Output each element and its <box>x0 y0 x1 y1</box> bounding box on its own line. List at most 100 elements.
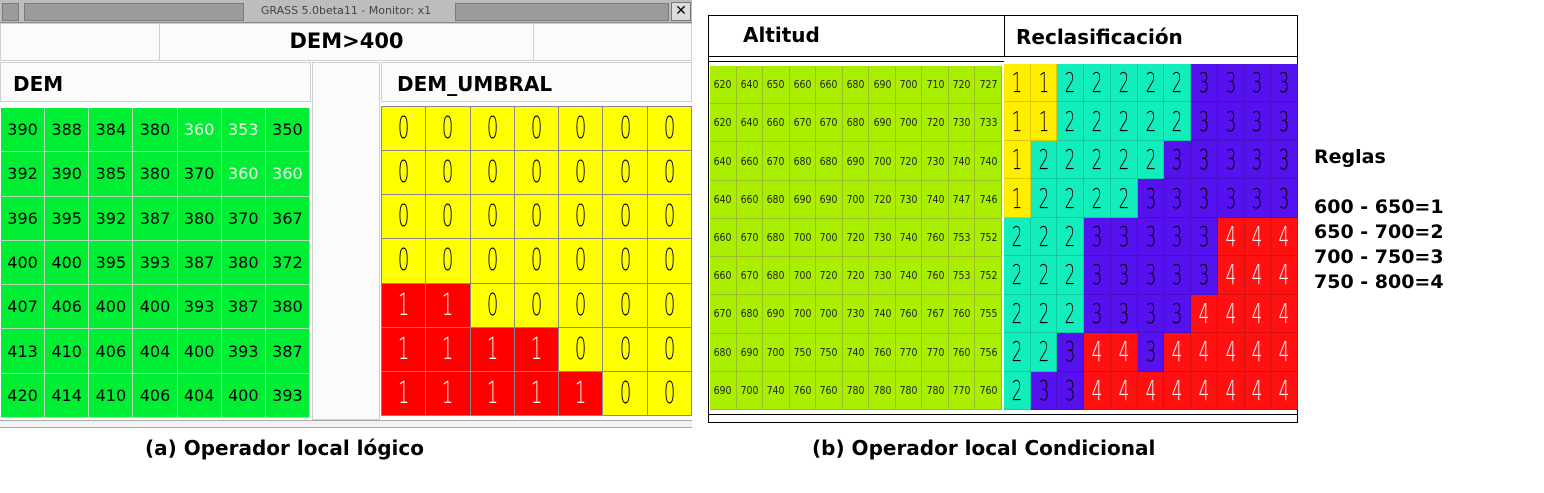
window-menu-handle[interactable] <box>2 3 19 21</box>
dem-cell: 387 <box>265 329 310 374</box>
umbral-cell: 0 <box>470 283 515 328</box>
altitud-cell: 700 <box>789 218 817 258</box>
altitud-cell: 670 <box>736 218 764 258</box>
dem-cell: 395 <box>45 196 90 241</box>
reclass-cell: 3 <box>1057 371 1085 410</box>
reclass-cell: 2 <box>1137 64 1165 103</box>
dem-cell: 395 <box>89 240 134 286</box>
altitud-cell: 670 <box>816 104 843 143</box>
altitud-cell: 690 <box>869 104 896 143</box>
dem-cell: 390 <box>45 152 90 197</box>
window-bottom-border <box>0 420 692 428</box>
umbral-cell: 0 <box>647 283 692 328</box>
dem-cell: 360 <box>265 152 310 197</box>
umbral-label-frame: DEM_UMBRAL <box>381 62 692 102</box>
altitud-cell: 680 <box>763 257 790 296</box>
dem-cell: 404 <box>133 329 178 374</box>
window-titlebar[interactable]: GRASS 5.0beta11 - Monitor: x1 ✕ <box>0 0 692 23</box>
umbral-cell: 0 <box>470 239 515 284</box>
umbral-cell: 1 <box>382 283 427 328</box>
dem-cell: 393 <box>177 285 222 330</box>
umbral-cell: 1 <box>426 371 471 416</box>
reclass-cell: 3 <box>1110 217 1138 257</box>
dem-cell: 380 <box>221 240 266 286</box>
reclass-cell: 3 <box>1244 140 1272 180</box>
dem-cell: 380 <box>133 152 178 197</box>
altitud-cell: 700 <box>895 66 923 105</box>
altitud-cell: 740 <box>948 142 976 181</box>
altitud-cell: 770 <box>922 333 949 372</box>
reclass-cell: 4 <box>1271 371 1298 410</box>
dem-cell: 380 <box>133 108 178 153</box>
altitud-cell: 660 <box>736 142 764 181</box>
umbral-cell: 0 <box>514 107 560 152</box>
reclass-cell: 1 <box>1004 140 1031 180</box>
altitud-cell: 752 <box>975 218 1002 258</box>
dem-cell: 400 <box>177 329 222 374</box>
reclass-cell: 2 <box>1030 294 1058 334</box>
umbral-cell: 0 <box>647 239 692 284</box>
reclass-cell: 4 <box>1217 371 1245 410</box>
rules-spacer <box>1314 170 1444 195</box>
caption-a: (a) Operador local lógico <box>145 436 424 460</box>
reclass-cell: 4 <box>1191 371 1218 410</box>
dem-cell: 372 <box>265 240 310 286</box>
reclass-cell: 3 <box>1137 217 1165 257</box>
altitud-cell: 690 <box>736 333 764 372</box>
dem-cell: 414 <box>45 373 90 418</box>
altitud-cell: 730 <box>922 142 949 181</box>
altitud-cell: 680 <box>842 104 870 143</box>
reclass-cell: 2 <box>1030 333 1058 372</box>
dem-cell: 360 <box>221 152 266 197</box>
altitud-cell: 720 <box>816 257 843 296</box>
reclass-cell: 4 <box>1271 333 1298 372</box>
altitud-cell: 690 <box>816 180 843 219</box>
expression-title: DEM>400 <box>289 29 404 53</box>
altitud-cell: 780 <box>922 371 949 410</box>
titlebar-grip-right <box>455 3 669 21</box>
reclass-cell: 1 <box>1004 102 1031 141</box>
close-icon[interactable]: ✕ <box>671 2 691 21</box>
altitud-cell: 680 <box>842 66 870 105</box>
dem-cell: 413 <box>1 329 46 374</box>
umbral-cell: 1 <box>514 371 560 416</box>
reclass-cell: 2 <box>1110 64 1138 103</box>
altitud-cell: 753 <box>948 218 976 258</box>
reclass-cell: 2 <box>1057 102 1085 141</box>
reclass-cell: 2 <box>1084 102 1111 141</box>
altitud-cell: 660 <box>816 66 843 105</box>
altitud-cell: 700 <box>816 218 843 258</box>
dem-cell: 392 <box>1 152 46 197</box>
umbral-cell: 0 <box>603 239 648 284</box>
reclass-cell: 2 <box>1084 179 1111 218</box>
reclass-cell: 2 <box>1030 256 1058 295</box>
reclass-cell: 3 <box>1137 179 1165 218</box>
altitud-cell: 670 <box>789 104 817 143</box>
reclass-cell: 3 <box>1084 256 1111 295</box>
dem-cell: 396 <box>1 196 46 241</box>
altitud-cell: 720 <box>842 218 870 258</box>
reclass-cell: 1 <box>1030 102 1058 141</box>
dem-cell: 410 <box>45 329 90 374</box>
altitud-cell: 640 <box>736 66 764 105</box>
reclass-cell: 4 <box>1110 371 1138 410</box>
reclass-cell: 2 <box>1030 140 1058 180</box>
umbral-cell: 0 <box>470 151 515 196</box>
dem-cell: 387 <box>221 285 266 330</box>
gap-frame <box>312 62 380 420</box>
altitud-cell: 680 <box>763 218 790 258</box>
reclass-cell: 2 <box>1110 179 1138 218</box>
umbral-cell: 0 <box>647 151 692 196</box>
umbral-cell: 0 <box>382 195 427 240</box>
reclass-cell: 2 <box>1110 140 1138 180</box>
reclass-cell: 4 <box>1217 333 1245 372</box>
dem-cell: 400 <box>133 285 178 330</box>
reclass-cell: 4 <box>1191 333 1218 372</box>
reclass-cell: 3 <box>1244 102 1272 141</box>
reclass-cell: 3 <box>1244 179 1272 218</box>
altitud-cell: 730 <box>842 295 870 334</box>
reclass-cell: 4 <box>1110 333 1138 372</box>
altitud-cell: 727 <box>975 66 1002 105</box>
altitud-cell: 720 <box>948 66 976 105</box>
